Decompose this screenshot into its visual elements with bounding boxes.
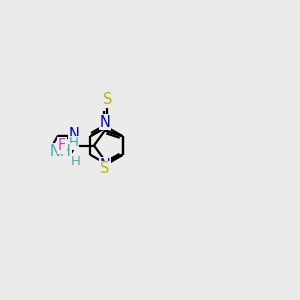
Text: S: S: [103, 92, 113, 107]
Text: N: N: [100, 158, 110, 173]
Text: N: N: [100, 115, 110, 130]
Text: H: H: [71, 155, 81, 168]
Text: NH: NH: [50, 144, 72, 159]
Text: H: H: [69, 136, 79, 149]
Text: F: F: [58, 138, 66, 153]
Text: S: S: [100, 161, 110, 176]
Text: N: N: [69, 127, 80, 142]
